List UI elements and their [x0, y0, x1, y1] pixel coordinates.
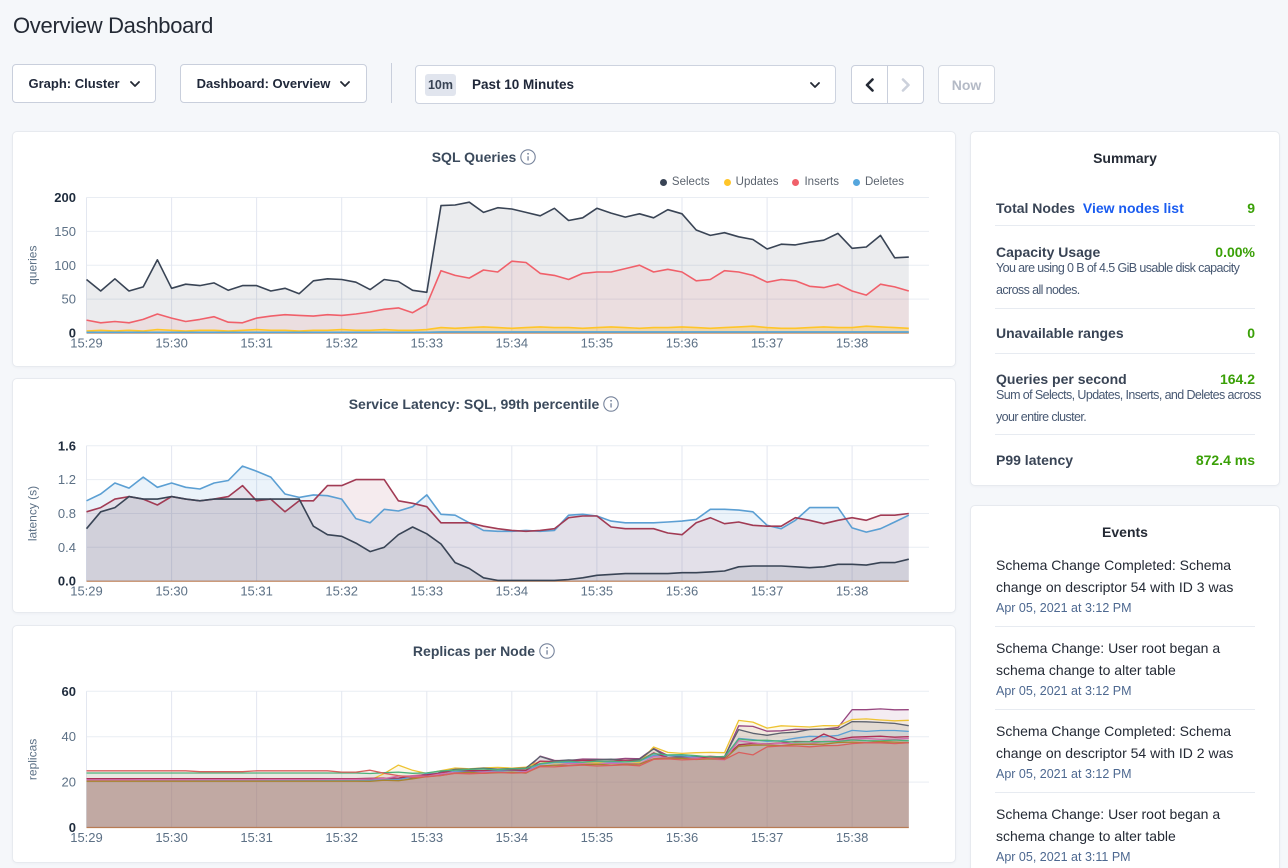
- svg-text:20: 20: [62, 775, 76, 790]
- svg-text:15:35: 15:35: [581, 584, 614, 599]
- svg-text:0.4: 0.4: [58, 540, 76, 555]
- svg-text:15:31: 15:31: [240, 830, 273, 845]
- svg-text:15:37: 15:37: [751, 336, 784, 351]
- svg-text:queries: queries: [26, 246, 40, 285]
- svg-text:60: 60: [62, 684, 76, 699]
- svg-text:latency (s): latency (s): [26, 486, 40, 541]
- svg-text:15:30: 15:30: [155, 584, 188, 599]
- svg-text:15:29: 15:29: [70, 336, 103, 351]
- svg-text:15:34: 15:34: [496, 584, 529, 599]
- svg-text:0: 0: [69, 820, 76, 835]
- svg-text:50: 50: [62, 292, 76, 307]
- svg-text:15:32: 15:32: [325, 830, 358, 845]
- svg-text:1.6: 1.6: [58, 438, 76, 453]
- svg-text:15:36: 15:36: [666, 584, 699, 599]
- svg-text:15:36: 15:36: [666, 830, 699, 845]
- svg-text:15:38: 15:38: [836, 830, 869, 845]
- svg-text:15:33: 15:33: [411, 830, 444, 845]
- svg-text:15:38: 15:38: [836, 336, 869, 351]
- svg-text:150: 150: [54, 224, 76, 239]
- svg-text:15:30: 15:30: [155, 336, 188, 351]
- svg-text:0: 0: [69, 326, 76, 341]
- svg-text:replicas: replicas: [26, 739, 40, 780]
- svg-text:15:36: 15:36: [666, 336, 699, 351]
- svg-text:15:35: 15:35: [581, 830, 614, 845]
- svg-text:1.2: 1.2: [58, 472, 76, 487]
- svg-text:15:34: 15:34: [496, 830, 529, 845]
- svg-text:0.8: 0.8: [58, 506, 76, 521]
- svg-text:15:29: 15:29: [70, 830, 103, 845]
- svg-text:15:35: 15:35: [581, 336, 614, 351]
- svg-text:200: 200: [54, 190, 76, 205]
- svg-text:15:32: 15:32: [325, 336, 358, 351]
- svg-text:40: 40: [62, 729, 76, 744]
- svg-text:15:30: 15:30: [155, 830, 188, 845]
- svg-text:15:37: 15:37: [751, 584, 784, 599]
- svg-text:100: 100: [54, 258, 76, 273]
- svg-text:15:34: 15:34: [496, 336, 529, 351]
- svg-text:15:38: 15:38: [836, 584, 869, 599]
- svg-text:15:37: 15:37: [751, 830, 784, 845]
- svg-text:15:32: 15:32: [325, 584, 358, 599]
- svg-text:15:31: 15:31: [240, 584, 273, 599]
- svg-text:15:33: 15:33: [411, 584, 444, 599]
- svg-text:15:29: 15:29: [70, 584, 103, 599]
- svg-text:15:33: 15:33: [411, 336, 444, 351]
- svg-text:0.0: 0.0: [58, 574, 76, 589]
- svg-text:15:31: 15:31: [240, 336, 273, 351]
